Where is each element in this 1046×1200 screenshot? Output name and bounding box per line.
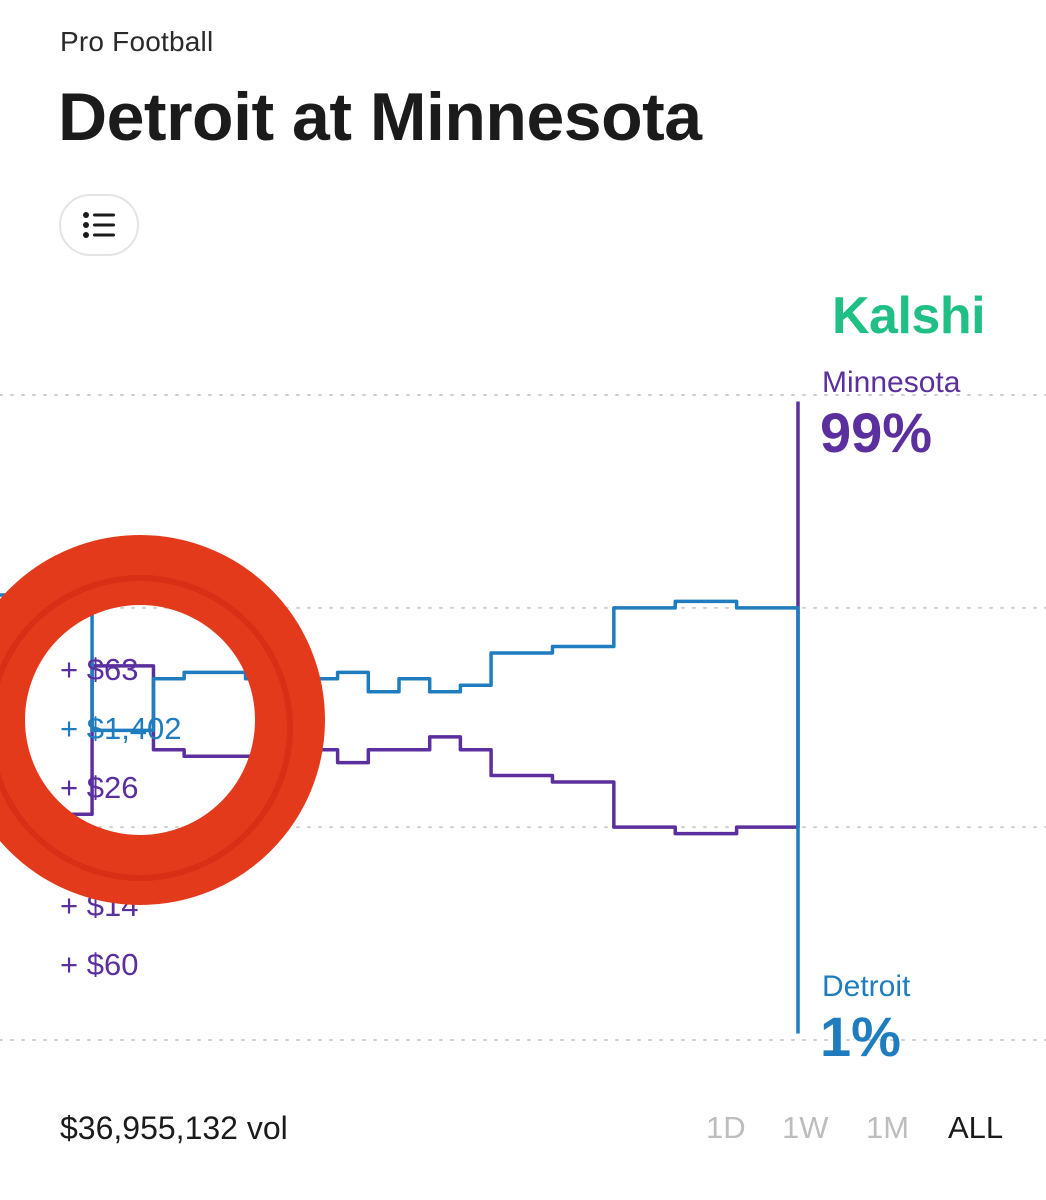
kalshi-logo: Kalshi (832, 287, 986, 345)
list-view-button[interactable] (59, 194, 139, 256)
legend-minnesota-name: Minnesota (822, 366, 961, 399)
range-tab-1m[interactable]: 1M (866, 1110, 910, 1145)
page-title: Detroit at Minnesota (58, 79, 702, 155)
category-label: Pro Football (60, 26, 214, 57)
volume-label: $36,955,132 vol (60, 1110, 288, 1146)
legend-minnesota-value: 99% (820, 401, 933, 464)
series-line-detroit (0, 593, 800, 1034)
trade-item: + $60 (60, 947, 139, 982)
trade-item: + $63 (60, 652, 139, 687)
trade-item: + $1,402 (60, 711, 182, 746)
trade-item: + $26 (60, 770, 139, 805)
range-tab-all[interactable]: ALL (948, 1110, 1004, 1145)
list-icon (83, 212, 115, 238)
range-tab-1d[interactable]: 1D (706, 1110, 746, 1145)
legend-detroit-name: Detroit (822, 970, 911, 1003)
legend-detroit-value: 1% (820, 1005, 901, 1068)
range-tab-1w[interactable]: 1W (782, 1110, 829, 1145)
